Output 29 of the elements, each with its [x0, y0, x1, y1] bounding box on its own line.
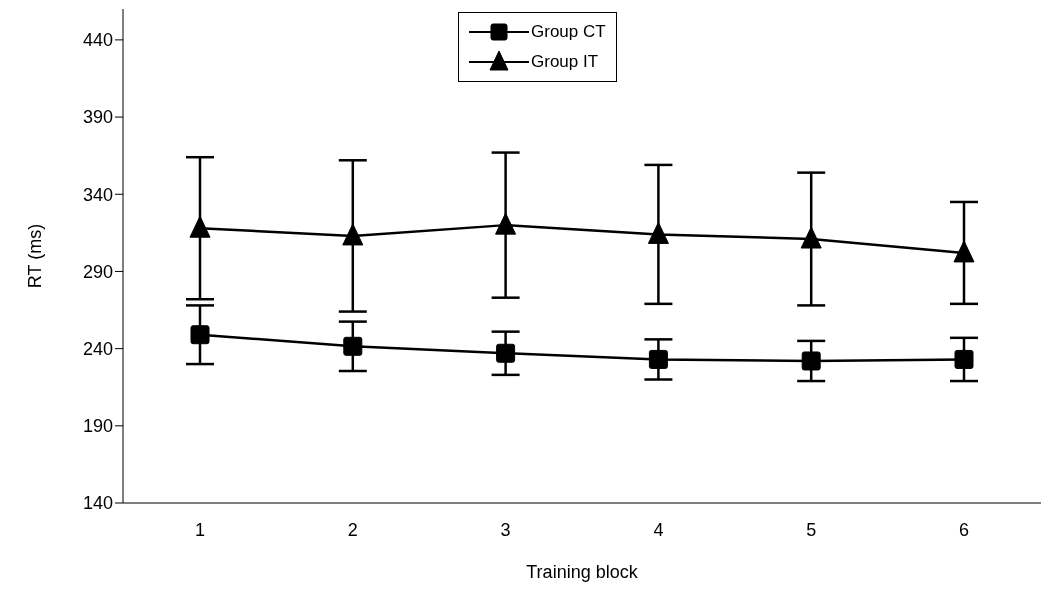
point: [495, 212, 517, 235]
y-axis-title: RT (ms): [25, 223, 46, 289]
y-tick-label: 340: [82, 184, 113, 205]
point: [801, 351, 821, 371]
y-tick-label: 190: [82, 416, 113, 437]
point: [190, 325, 210, 345]
x-tick-label: 5: [806, 519, 817, 540]
legend-label: Group IT: [531, 52, 599, 72]
point: [189, 215, 211, 238]
point: [800, 226, 822, 249]
point: [954, 349, 974, 369]
point: [343, 336, 363, 356]
y-tick-label: 140: [82, 493, 113, 514]
point: [496, 343, 516, 363]
point: [342, 223, 364, 246]
y-tick-label: 390: [82, 107, 113, 128]
x-tick-label: 2: [347, 519, 358, 540]
point: [648, 349, 668, 369]
y-tick-label: 240: [82, 339, 113, 360]
x-tick-label: 6: [958, 519, 970, 540]
y-tick-label: 440: [82, 30, 113, 51]
x-axis-title: Training block: [526, 561, 639, 582]
legend-label: Group CT: [531, 22, 606, 42]
x-tick-label: 4: [653, 519, 664, 540]
x-tick-label: 1: [194, 519, 206, 540]
y-tick-label: 290: [82, 261, 113, 282]
point: [953, 240, 975, 263]
point: [647, 221, 669, 244]
x-tick-label: 3: [500, 519, 511, 540]
